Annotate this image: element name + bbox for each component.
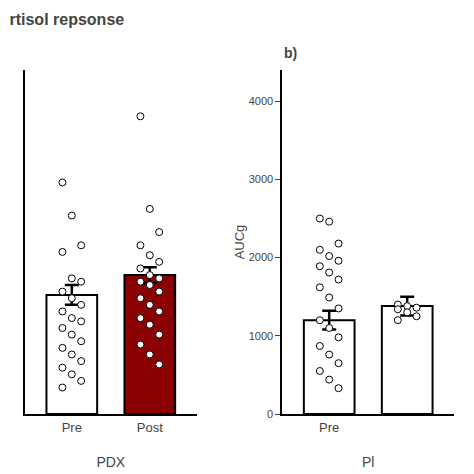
svg-text:Pre: Pre — [62, 420, 82, 435]
svg-text:Post: Post — [137, 420, 163, 435]
svg-text:Pl: Pl — [362, 454, 374, 470]
svg-text:rtisol repsonse: rtisol repsonse — [9, 11, 124, 28]
svg-text:1000: 1000 — [249, 330, 273, 342]
svg-text:AUCg: AUCg — [232, 225, 247, 260]
svg-text:PDX: PDX — [96, 454, 125, 470]
svg-text:b): b) — [284, 45, 297, 61]
svg-text:4000: 4000 — [249, 95, 273, 107]
svg-text:Pre: Pre — [319, 420, 339, 435]
svg-text:3000: 3000 — [249, 173, 273, 185]
svg-text:0: 0 — [267, 408, 273, 420]
svg-text:2000: 2000 — [249, 251, 273, 263]
